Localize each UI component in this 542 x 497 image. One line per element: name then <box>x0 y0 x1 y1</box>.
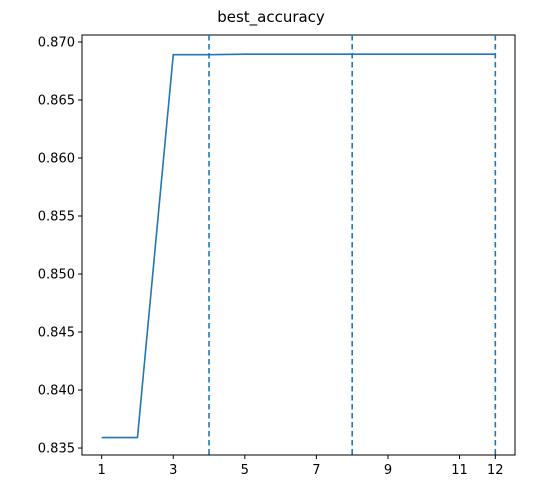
y-tick-label: 0.850 <box>38 268 75 283</box>
y-tick-label: 0.845 <box>38 326 75 341</box>
x-tick-label: 9 <box>384 463 392 478</box>
x-tick-label: 3 <box>169 463 177 478</box>
axes-frame <box>81 34 516 456</box>
x-tick-label: 1 <box>98 463 106 478</box>
y-tick-label: 0.865 <box>38 93 75 108</box>
plot-area: 0.835 0.840 0.845 0.850 0.855 0.860 0.865 0.870… <box>38 34 516 478</box>
x-tick-label: 5 <box>241 463 249 478</box>
series-line <box>101 53 496 439</box>
y-tick-label: 0.835 <box>38 442 75 457</box>
y-tick-label: 0.855 <box>38 209 75 224</box>
y-tick-label: 0.870 <box>38 35 75 50</box>
y-tick-label: 0.840 <box>38 384 75 399</box>
y-tick-label: 0.860 <box>38 151 75 166</box>
x-tick-label: 12 <box>487 463 504 478</box>
x-tick-label: 11 <box>451 463 468 478</box>
chart-title: best_accuracy <box>217 8 325 27</box>
x-tick-label: 7 <box>312 463 320 478</box>
